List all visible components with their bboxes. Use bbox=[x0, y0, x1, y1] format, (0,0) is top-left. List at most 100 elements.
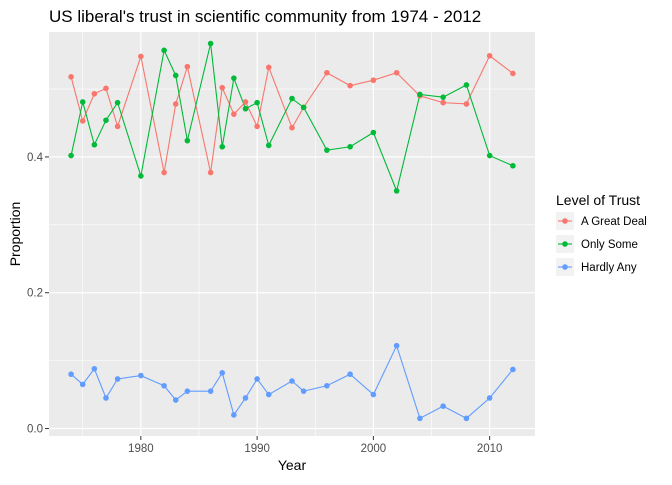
data-point-hardly-any bbox=[103, 395, 109, 401]
data-point-only-some bbox=[68, 152, 74, 159]
data-point-only-some bbox=[347, 143, 353, 150]
x-axis: 1980 1990 2000 2010 bbox=[128, 436, 502, 455]
plot-panel bbox=[49, 32, 535, 436]
data-point-hardly-any bbox=[172, 397, 179, 403]
legend-point-hardly-any bbox=[562, 264, 568, 270]
series-line-only-some bbox=[70, 43, 514, 193]
data-point-a-great-deal bbox=[254, 123, 260, 130]
data-point-only-some bbox=[161, 47, 167, 54]
data-point-a-great-deal bbox=[324, 69, 330, 76]
data-point-only-some bbox=[79, 99, 86, 105]
data-point-only-some bbox=[510, 162, 516, 169]
data-point-hardly-any bbox=[114, 376, 121, 382]
data-point-hardly-any bbox=[463, 415, 470, 422]
data-point-hardly-any bbox=[370, 391, 377, 398]
data-point-a-great-deal bbox=[103, 85, 109, 92]
data-point-only-some bbox=[370, 129, 377, 136]
legend: Level of Trust A Great Deal Only Some Hard… bbox=[556, 192, 647, 276]
data-point-a-great-deal bbox=[79, 118, 86, 124]
data-point-hardly-any bbox=[265, 391, 272, 398]
series-lines bbox=[70, 43, 514, 420]
data-point-hardly-any bbox=[510, 366, 516, 373]
data-point-hardly-any bbox=[440, 403, 446, 409]
data-point-a-great-deal bbox=[68, 74, 74, 80]
data-point-a-great-deal bbox=[289, 124, 295, 131]
data-point-a-great-deal bbox=[231, 111, 237, 117]
y-tick-label: 0.4 bbox=[27, 152, 44, 164]
legend-point-only-some bbox=[562, 241, 568, 247]
data-point-a-great-deal bbox=[138, 53, 144, 60]
data-point-hardly-any bbox=[417, 415, 423, 422]
data-point-a-great-deal bbox=[463, 101, 470, 107]
data-point-only-some bbox=[300, 104, 307, 111]
data-point-only-some bbox=[114, 99, 121, 106]
data-point-hardly-any bbox=[393, 342, 400, 349]
data-point-hardly-any bbox=[184, 388, 191, 394]
data-point-hardly-any bbox=[254, 376, 260, 382]
data-point-only-some bbox=[440, 94, 446, 100]
data-point-a-great-deal bbox=[370, 77, 377, 84]
data-point-only-some bbox=[184, 137, 191, 144]
data-point-a-great-deal bbox=[510, 70, 516, 77]
data-point-hardly-any bbox=[68, 371, 74, 378]
data-point-only-some bbox=[138, 173, 144, 179]
data-point-a-great-deal bbox=[184, 63, 191, 70]
grid-major bbox=[49, 32, 535, 436]
legend-point-a-great-deal bbox=[562, 218, 568, 224]
x-tick-label: 1990 bbox=[244, 443, 270, 455]
data-point-only-some bbox=[103, 117, 109, 124]
data-point-a-great-deal bbox=[172, 101, 179, 107]
data-point-only-some bbox=[242, 105, 249, 112]
y-axis: 0.0 0.2 0.4 bbox=[27, 152, 49, 436]
data-point-only-some bbox=[231, 75, 237, 81]
legend-title: Level of Trust bbox=[556, 192, 640, 208]
data-point-hardly-any bbox=[91, 365, 98, 372]
series-points bbox=[68, 40, 516, 422]
data-point-only-some bbox=[463, 82, 470, 88]
y-tick-label: 0.0 bbox=[27, 424, 43, 436]
data-point-hardly-any bbox=[300, 388, 307, 394]
data-point-hardly-any bbox=[219, 370, 226, 376]
data-point-only-some bbox=[486, 152, 493, 159]
x-tick-label: 2010 bbox=[477, 443, 503, 455]
data-point-only-some bbox=[254, 99, 260, 106]
x-axis-title: Year bbox=[278, 457, 307, 473]
data-point-hardly-any bbox=[207, 388, 214, 394]
data-point-only-some bbox=[417, 91, 423, 98]
data-point-hardly-any bbox=[289, 378, 295, 384]
chart-title: US liberal's trust in scientific communi… bbox=[49, 7, 481, 26]
data-point-hardly-any bbox=[79, 381, 86, 388]
x-tick-label: 2000 bbox=[361, 443, 387, 455]
series-line-hardly-any bbox=[70, 344, 514, 420]
data-point-a-great-deal bbox=[91, 90, 98, 97]
data-point-hardly-any bbox=[324, 382, 330, 389]
data-point-hardly-any bbox=[138, 372, 144, 379]
data-point-a-great-deal bbox=[486, 52, 493, 59]
data-point-only-some bbox=[172, 72, 179, 79]
legend-label-a-great-deal: A Great Deal bbox=[581, 216, 647, 228]
data-point-a-great-deal bbox=[393, 69, 400, 76]
data-point-a-great-deal bbox=[347, 82, 353, 89]
y-tick-label: 0.2 bbox=[27, 288, 43, 300]
data-point-a-great-deal bbox=[219, 84, 226, 91]
data-point-only-some bbox=[91, 141, 98, 148]
data-point-only-some bbox=[324, 147, 330, 153]
data-point-only-some bbox=[393, 188, 400, 194]
data-point-only-some bbox=[207, 40, 214, 47]
data-point-hardly-any bbox=[242, 395, 249, 401]
data-point-a-great-deal bbox=[265, 64, 272, 71]
data-point-hardly-any bbox=[347, 371, 353, 378]
data-point-a-great-deal bbox=[114, 123, 121, 130]
data-point-a-great-deal bbox=[207, 169, 214, 176]
data-point-only-some bbox=[265, 142, 272, 149]
legend-label-only-some: Only Some bbox=[581, 239, 638, 251]
data-point-only-some bbox=[219, 143, 226, 150]
data-point-a-great-deal bbox=[242, 99, 249, 105]
data-point-a-great-deal bbox=[161, 169, 167, 176]
data-point-only-some bbox=[289, 95, 295, 102]
y-axis-title: Proportion bbox=[7, 202, 23, 267]
data-point-hardly-any bbox=[161, 382, 167, 389]
data-point-hardly-any bbox=[231, 412, 237, 418]
